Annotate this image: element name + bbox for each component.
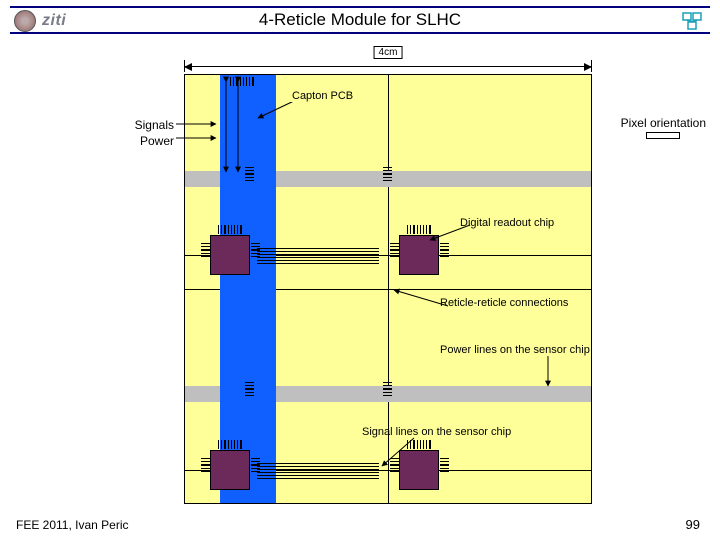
bond-wires-icon bbox=[245, 382, 254, 396]
dimension-bar: 4cm bbox=[184, 46, 592, 70]
slide-title: 4-Reticle Module for SLHC bbox=[259, 10, 461, 30]
bond-wires-icon bbox=[201, 243, 210, 257]
annotation-readout: Digital readout chip bbox=[460, 217, 554, 229]
readout-chip bbox=[210, 450, 250, 490]
pixel-orientation-icon bbox=[646, 132, 680, 139]
signals-label: Signals bbox=[116, 118, 174, 132]
side-labels: Signals Power bbox=[116, 118, 174, 150]
bond-wires-icon bbox=[383, 167, 392, 181]
ziti-logo-text: ziti bbox=[42, 12, 66, 30]
power-label: Power bbox=[116, 134, 174, 148]
bond-wires-icon bbox=[383, 382, 392, 396]
logo-left: ziti bbox=[14, 10, 66, 32]
pixel-orientation: Pixel orientation bbox=[621, 116, 706, 139]
bond-wires-icon bbox=[218, 440, 242, 449]
university-seal-icon bbox=[14, 10, 36, 32]
capton-pcb-strip bbox=[220, 75, 276, 503]
bond-wires-icon bbox=[218, 225, 242, 234]
institute-logo-icon bbox=[682, 12, 702, 30]
annotation-power-lines: Power lines on the sensor chip bbox=[440, 344, 590, 356]
bond-wires-icon bbox=[440, 243, 449, 257]
bond-wires-icon bbox=[407, 440, 431, 449]
readout-chip bbox=[399, 450, 439, 490]
bond-wires-icon bbox=[201, 458, 210, 472]
readout-chip bbox=[399, 235, 439, 275]
bond-wires-icon bbox=[440, 458, 449, 472]
page-number: 99 bbox=[686, 517, 700, 532]
footer-text: FEE 2011, Ivan Peric bbox=[16, 518, 129, 532]
signal-traces bbox=[257, 248, 379, 264]
annotation-reticle: Reticle-reticle connections bbox=[440, 297, 568, 309]
bond-wires-icon bbox=[390, 243, 399, 257]
bond-wires-icon bbox=[245, 167, 254, 181]
bond-wires-icon bbox=[230, 77, 254, 86]
sensor-diagram bbox=[184, 74, 592, 504]
annotation-capton: Capton PCB bbox=[290, 90, 355, 102]
bond-wires-icon bbox=[407, 225, 431, 234]
bond-wires-icon bbox=[390, 458, 399, 472]
title-bar: 4-Reticle Module for SLHC bbox=[10, 6, 710, 34]
dimension-label: 4cm bbox=[374, 46, 403, 59]
readout-chip bbox=[210, 235, 250, 275]
annotation-signal-lines: Signal lines on the sensor chip bbox=[362, 426, 511, 438]
signal-traces bbox=[257, 463, 379, 479]
